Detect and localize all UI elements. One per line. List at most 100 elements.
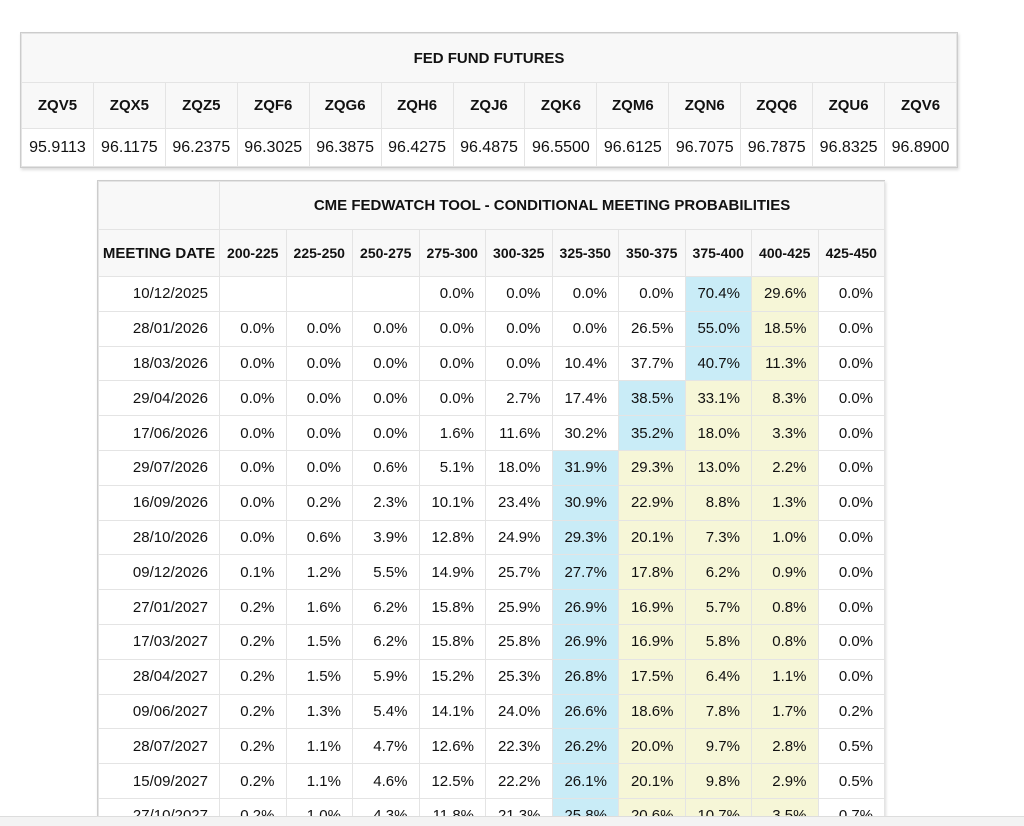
futures-price-cell: 96.8325 bbox=[812, 128, 886, 167]
probability-cell: 0.0% bbox=[618, 276, 686, 312]
probability-cell: 17.5% bbox=[618, 658, 686, 695]
probability-cell: 2.3% bbox=[352, 484, 420, 521]
probability-cell: 0.5% bbox=[817, 763, 886, 799]
futures-symbol-header: ZQV6 bbox=[884, 82, 957, 129]
probability-cell: 0.0% bbox=[285, 449, 353, 486]
probability-cell: 25.8% bbox=[485, 623, 553, 660]
probability-cell: 0.0% bbox=[352, 380, 420, 417]
probability-cell: 0.0% bbox=[817, 519, 886, 556]
rate-range-header: 200-225 bbox=[219, 229, 287, 277]
futures-symbol-header: ZQU6 bbox=[812, 82, 886, 129]
probability-cell: 0.9% bbox=[751, 554, 819, 591]
probability-cell: 0.0% bbox=[485, 345, 553, 382]
probability-cell: 0.0% bbox=[817, 658, 886, 695]
probability-cell: 11.3% bbox=[751, 345, 819, 382]
probability-cell: 1.7% bbox=[751, 693, 819, 730]
probability-cell: 0.0% bbox=[817, 484, 886, 521]
bottom-bar bbox=[0, 816, 1024, 826]
probability-cell: 0.0% bbox=[418, 345, 486, 382]
probability-cell: 4.7% bbox=[352, 728, 420, 765]
probability-cell: 25.3% bbox=[485, 658, 553, 695]
probability-cell: 0.2% bbox=[219, 658, 287, 695]
meeting-date-cell: 17/06/2026 bbox=[98, 415, 220, 451]
fedwatch-row: 29/07/2026 0.0% 0.0% 0.6% 5.1% 18.0% 31.9% 29.3… bbox=[98, 449, 886, 486]
probability-cell: 11.6% bbox=[485, 415, 553, 451]
probability-cell: 0.0% bbox=[285, 415, 353, 451]
futures-symbol-header: ZQJ6 bbox=[452, 82, 526, 129]
probability-cell: 20.0% bbox=[618, 728, 686, 765]
fedwatch-row: 28/01/2026 0.0% 0.0% 0.0% 0.0% 0.0% 0.0% 26.5% 5… bbox=[98, 310, 886, 347]
probability-cell: 29.6% bbox=[751, 276, 819, 312]
meeting-date-cell: 29/04/2026 bbox=[98, 380, 220, 417]
probability-cell: 26.6% bbox=[551, 693, 619, 730]
probability-cell: 0.0% bbox=[219, 484, 287, 521]
probability-cell: 0.0% bbox=[817, 623, 886, 660]
probability-cell: 0.0% bbox=[418, 276, 486, 312]
meeting-date-cell: 27/01/2027 bbox=[98, 589, 220, 625]
probability-cell: 0.2% bbox=[219, 589, 287, 625]
fedwatch-row: 28/10/2026 0.0% 0.6% 3.9% 12.8% 24.9% 29.3% 20.… bbox=[98, 519, 886, 556]
fedwatch-row: 16/09/2026 0.0% 0.2% 2.3% 10.1% 23.4% 30.9% 22.… bbox=[98, 484, 886, 521]
probability-cell: 18.6% bbox=[618, 693, 686, 730]
futures-symbol-header: ZQM6 bbox=[596, 82, 670, 129]
rate-range-header: 325-350 bbox=[551, 229, 619, 277]
futures-price-cell: 96.4875 bbox=[452, 128, 526, 167]
futures-symbol-header: ZQV5 bbox=[21, 82, 94, 129]
meeting-date-cell: 15/09/2027 bbox=[98, 763, 220, 799]
probability-cell: 26.5% bbox=[618, 310, 686, 347]
futures-price-cell: 96.4275 bbox=[380, 128, 454, 167]
futures-symbol-header: ZQG6 bbox=[308, 82, 382, 129]
probability-cell: 0.5% bbox=[817, 728, 886, 765]
probability-cell bbox=[285, 276, 353, 312]
probability-cell: 0.0% bbox=[352, 415, 420, 451]
fed-fund-futures-table-grid: FED FUND FUTURES ZQV5 ZQX5 ZQZ5 ZQF6 ZQG6 ZQH… bbox=[21, 33, 957, 167]
meeting-date-header: MEETING DATE bbox=[98, 229, 220, 277]
probability-cell: 0.0% bbox=[817, 554, 886, 591]
futures-title-row: FED FUND FUTURES bbox=[21, 33, 957, 83]
probability-cell: 6.2% bbox=[352, 623, 420, 660]
probability-cell: 1.0% bbox=[751, 519, 819, 556]
probability-cell: 0.0% bbox=[817, 415, 886, 451]
probability-cell: 29.3% bbox=[551, 519, 619, 556]
probability-cell: 18.5% bbox=[751, 310, 819, 347]
probability-cell: 2.8% bbox=[751, 728, 819, 765]
probability-cell: 10.1% bbox=[418, 484, 486, 521]
fedwatch-row: 15/09/2027 0.2% 1.1% 4.6% 12.5% 22.2% 26.1% 20.… bbox=[98, 763, 886, 799]
probability-cell: 0.0% bbox=[817, 310, 886, 347]
probability-cell: 2.9% bbox=[751, 763, 819, 799]
probability-cell: 33.1% bbox=[684, 380, 752, 417]
fedwatch-row: 17/03/2027 0.2% 1.5% 6.2% 15.8% 25.8% 26.9% 16.… bbox=[98, 623, 886, 660]
futures-price-cell: 96.3025 bbox=[236, 128, 310, 167]
probability-cell: 5.9% bbox=[352, 658, 420, 695]
probability-cell: 0.2% bbox=[817, 693, 886, 730]
probability-cell: 17.8% bbox=[618, 554, 686, 591]
probability-cell: 35.2% bbox=[618, 415, 686, 451]
meeting-date-cell: 28/01/2026 bbox=[98, 310, 220, 347]
meeting-date-cell: 18/03/2026 bbox=[98, 345, 220, 382]
probability-cell: 3.9% bbox=[352, 519, 420, 556]
fedwatch-table-body: 10/12/2025 0.0% 0.0% 0.0% 0.0% 70.4% 29.6% 0.0%… bbox=[98, 276, 886, 826]
fedwatch-corner-cell bbox=[98, 181, 220, 230]
probability-cell: 0.0% bbox=[219, 380, 287, 417]
probability-cell: 70.4% bbox=[684, 276, 752, 312]
fedwatch-row: 10/12/2025 0.0% 0.0% 0.0% 0.0% 70.4% 29.6% 0.0% bbox=[98, 276, 886, 312]
probability-cell: 0.0% bbox=[352, 310, 420, 347]
meeting-date-cell: 29/07/2026 bbox=[98, 449, 220, 486]
probability-cell: 8.8% bbox=[684, 484, 752, 521]
probability-cell: 2.2% bbox=[751, 449, 819, 486]
fedwatch-row: 18/03/2026 0.0% 0.0% 0.0% 0.0% 0.0% 10.4% 37.7%… bbox=[98, 345, 886, 382]
probability-cell: 25.7% bbox=[485, 554, 553, 591]
probability-cell: 8.3% bbox=[751, 380, 819, 417]
probability-cell: 22.3% bbox=[485, 728, 553, 765]
meeting-date-cell: 10/12/2025 bbox=[98, 276, 220, 312]
probability-cell: 25.9% bbox=[485, 589, 553, 625]
rate-range-header: 225-250 bbox=[285, 229, 353, 277]
futures-symbol-header: ZQQ6 bbox=[740, 82, 814, 129]
probability-cell: 17.4% bbox=[551, 380, 619, 417]
probability-cell: 0.6% bbox=[285, 519, 353, 556]
rate-range-header: 275-300 bbox=[418, 229, 486, 277]
probability-cell: 1.3% bbox=[751, 484, 819, 521]
probability-cell: 30.9% bbox=[551, 484, 619, 521]
futures-price-cell: 96.7875 bbox=[740, 128, 814, 167]
probability-cell: 22.2% bbox=[485, 763, 553, 799]
